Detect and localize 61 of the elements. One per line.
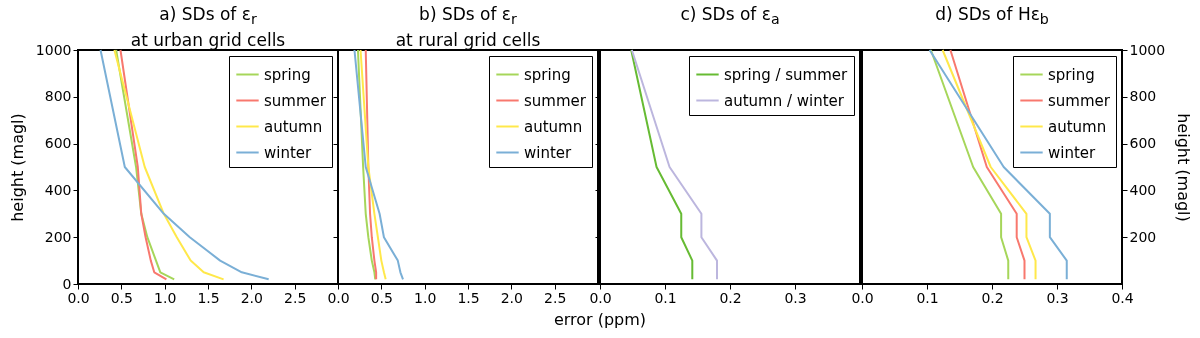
y-tick-label: 1000 — [35, 41, 72, 58]
y-tick-label: 800 — [44, 88, 72, 105]
legend-label: winter — [524, 143, 573, 162]
y-axis-title: height (magl) — [7, 113, 27, 222]
x-tick-label: 0.2 — [719, 289, 742, 306]
x-tick-label: 1.0 — [154, 289, 177, 306]
line-series — [949, 49, 1026, 281]
x-tick-label: 2.0 — [240, 289, 263, 306]
x-tick-label: 0.1 — [916, 289, 939, 306]
line-series — [115, 49, 176, 281]
x-tick-label: 2.5 — [284, 289, 307, 306]
x-tick-label: 0.1 — [654, 289, 677, 306]
y2-tick-label: 600 — [1129, 135, 1157, 152]
x-tick-label: 0.2 — [981, 289, 1004, 306]
y2-tick-label: 800 — [1129, 88, 1157, 105]
legend-label: spring — [264, 65, 311, 84]
chart-subtitle: at rural grid cells — [395, 30, 541, 51]
x-axis-title: error (ppm) — [553, 310, 647, 329]
x-tick-label: 0.0 — [851, 289, 874, 306]
legend-label: summer — [1048, 91, 1111, 110]
x-tick-label: 1.5 — [197, 289, 220, 306]
legend-label: autumn — [264, 117, 323, 136]
legend-label: winter — [264, 143, 313, 162]
y-tick-label: 200 — [44, 228, 72, 245]
chart-subtitle: at urban grid cells — [130, 30, 286, 51]
x-tick-label: 0.3 — [784, 289, 807, 306]
legend-label: winter — [1048, 143, 1097, 162]
x-tick-label: 0.0 — [67, 289, 90, 306]
line-series — [941, 49, 1037, 281]
x-tick-label: 0.5 — [370, 289, 393, 306]
line-series — [119, 49, 168, 281]
line-series — [113, 49, 225, 281]
x-tick-label: 2.0 — [500, 289, 523, 306]
chart-title: c) SDs of ε$_{a}$ — [679, 4, 781, 30]
x-tick-label: 1.0 — [414, 289, 437, 306]
chart-title: a) SDs of ε$_{r}$ — [159, 4, 257, 28]
legend-label: autumn — [524, 117, 583, 136]
legend-label: summer — [264, 91, 327, 110]
x-tick-label: 0.0 — [589, 289, 612, 306]
y2-tick-label: 200 — [1129, 228, 1157, 245]
x-tick-label: 0.4 — [1111, 289, 1134, 306]
y2-axis-title: height (magl) — [1174, 113, 1194, 222]
legend-label: spring / summer — [724, 65, 849, 84]
y-tick-label: 0 — [62, 275, 72, 292]
x-tick-label: 0.0 — [327, 289, 350, 306]
x-tick-label: 1.5 — [457, 289, 480, 306]
chart-title: d) SDs of Hε$_{b}$ — [934, 4, 1050, 30]
legend-label: spring — [524, 65, 571, 84]
legend-label: autumn / winter — [724, 91, 845, 110]
legend-label: spring — [1048, 65, 1095, 84]
x-tick-label: 2.5 — [544, 289, 567, 306]
y2-tick-label: 400 — [1129, 181, 1157, 198]
y-tick-label: 600 — [44, 135, 72, 152]
legend-label: summer — [524, 91, 587, 110]
y2-tick-label: 1000 — [1129, 41, 1166, 58]
legend-label: autumn — [1048, 117, 1107, 136]
line-series — [929, 49, 1010, 281]
y-tick-label: 400 — [44, 181, 72, 198]
chart-title: b) SDs of ε$_{r}$ — [419, 4, 517, 28]
x-tick-label: 0.3 — [1046, 289, 1069, 306]
x-tick-label: 0.5 — [110, 289, 133, 306]
